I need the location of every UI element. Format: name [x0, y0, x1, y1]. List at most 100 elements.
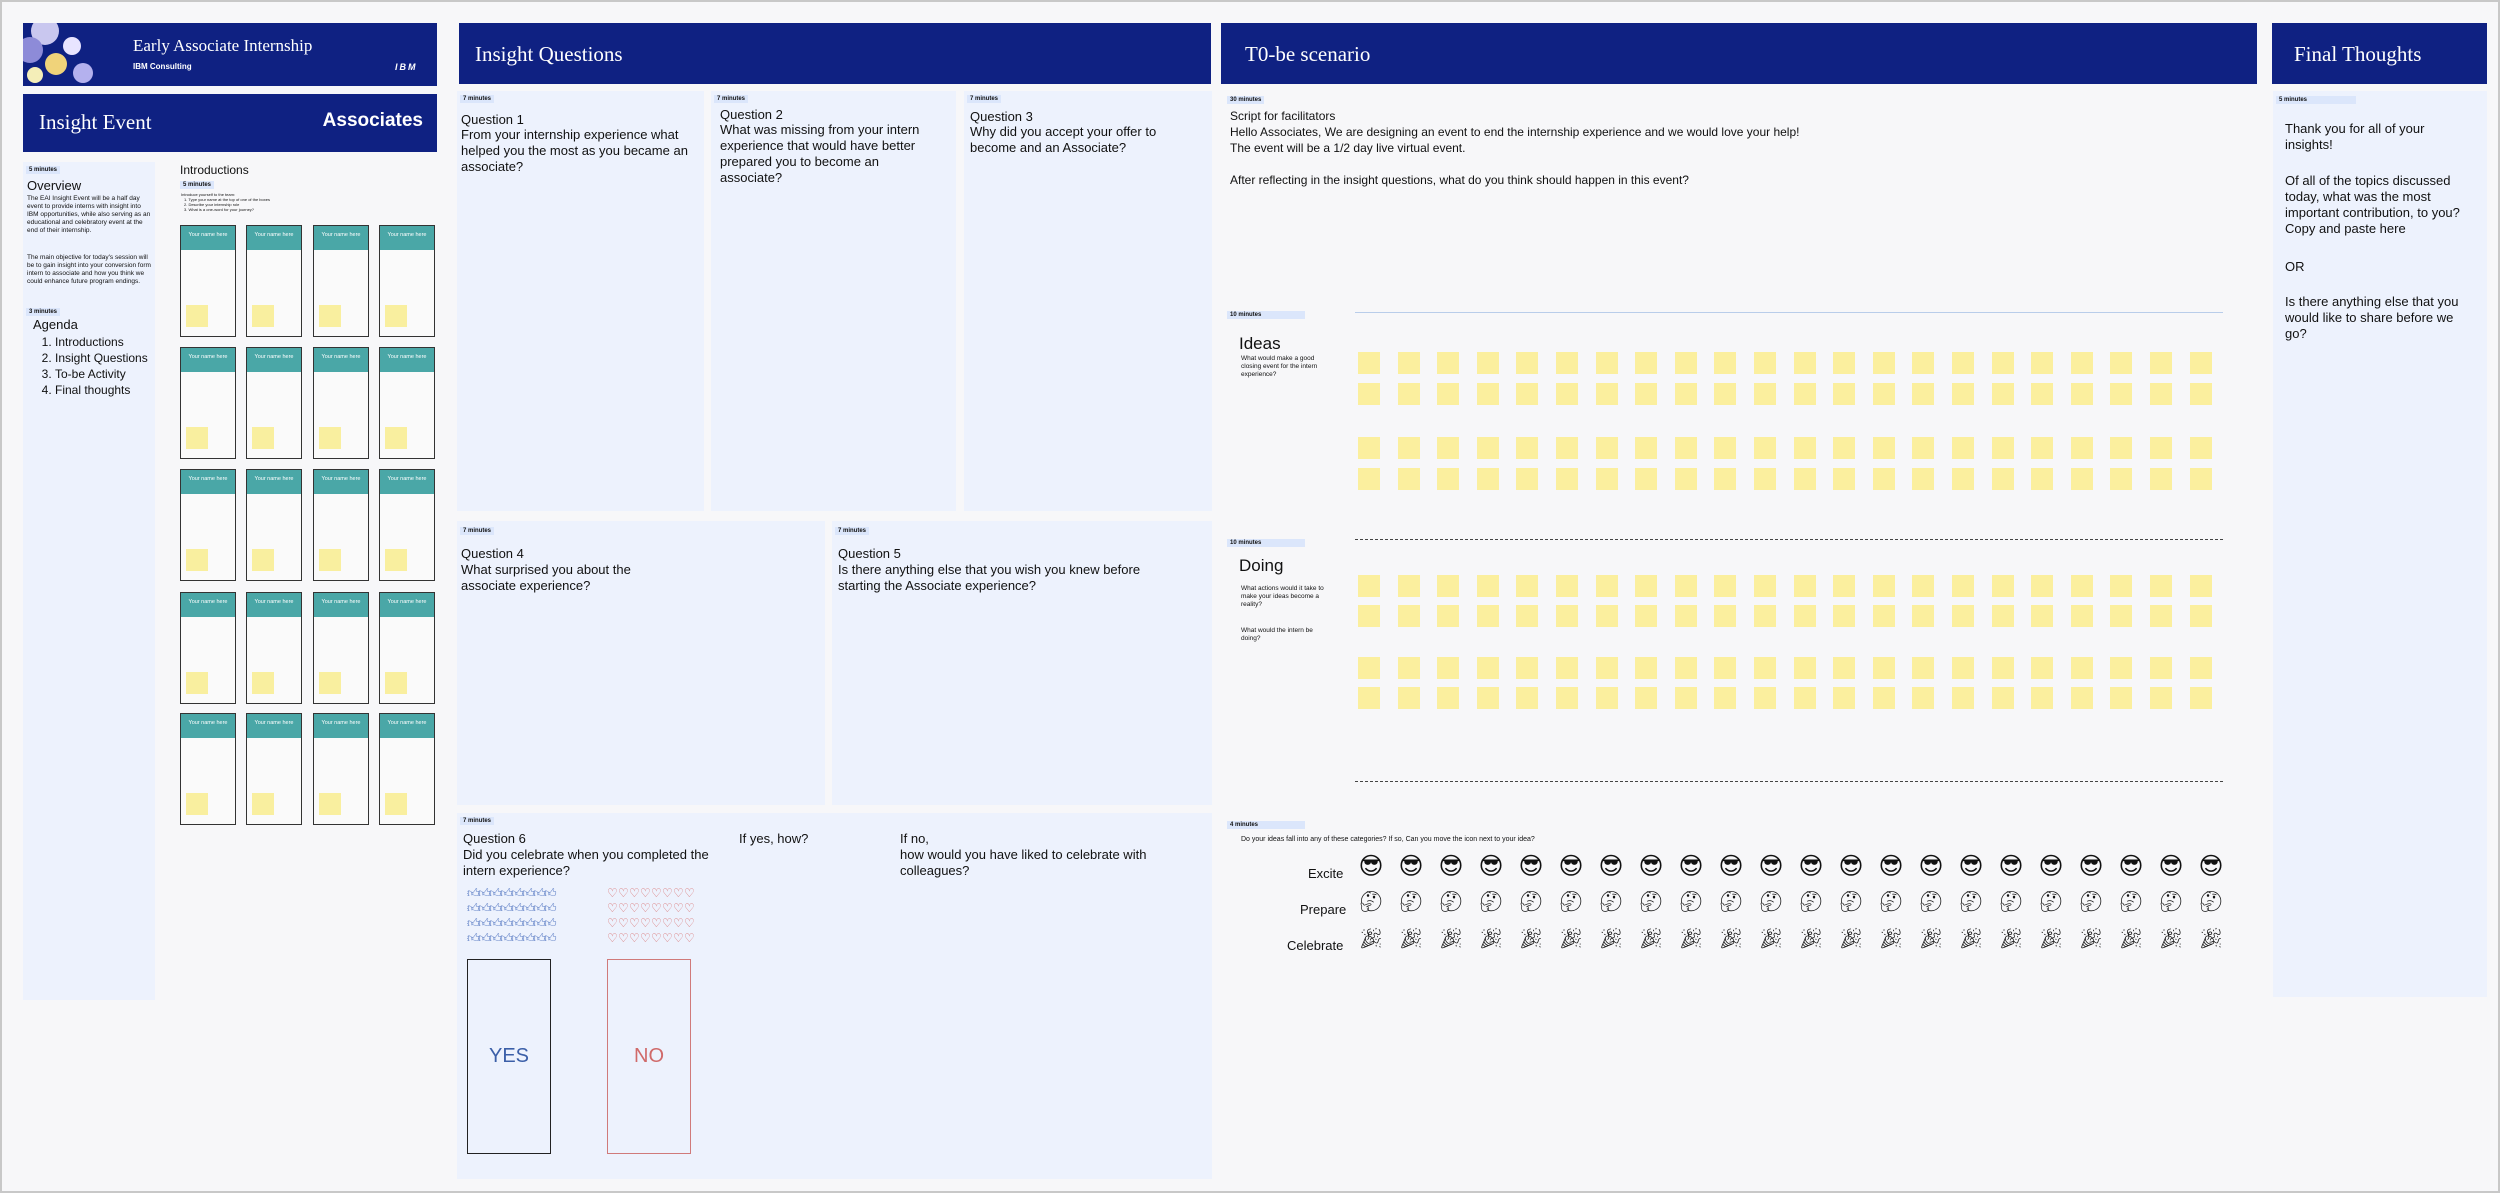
party-popper-icon[interactable]: 🎉︎ [1398, 928, 1424, 950]
sticky-note[interactable] [1754, 383, 1776, 405]
name-card[interactable]: Your name here [313, 713, 369, 825]
broken-heart-icon[interactable]: ♡ [673, 886, 684, 900]
sticky-note[interactable] [1635, 468, 1657, 490]
sticky-note[interactable] [1358, 687, 1380, 709]
thumbs-up-icon[interactable]: 👍︎ [511, 886, 524, 900]
thinking-head-icon[interactable]: 🤔︎ [1918, 891, 1944, 913]
sticky-note[interactable] [1516, 383, 1538, 405]
sticky-note[interactable] [1477, 352, 1499, 374]
sticky-note[interactable] [1912, 468, 1934, 490]
sticky-note[interactable] [385, 793, 407, 815]
sticky-note[interactable] [1675, 468, 1697, 490]
thinking-head-icon[interactable]: 🤔︎ [1798, 891, 1824, 913]
sticky-note[interactable] [2150, 657, 2172, 679]
thumbs-up-icon[interactable]: 👍︎ [522, 931, 535, 945]
sticky-note[interactable] [1992, 687, 2014, 709]
sticky-note[interactable] [1912, 437, 1934, 459]
sticky-note[interactable] [2071, 657, 2093, 679]
sticky-note[interactable] [1794, 605, 1816, 627]
sticky-note[interactable] [1675, 437, 1697, 459]
sticky-note[interactable] [385, 549, 407, 571]
grinning-sunglasses-icon[interactable]: 😎︎ [2198, 853, 2224, 880]
sticky-note[interactable] [1358, 605, 1380, 627]
sticky-note[interactable] [1596, 437, 1618, 459]
sticky-note[interactable] [1358, 575, 1380, 597]
sticky-note[interactable] [2150, 575, 2172, 597]
sticky-note[interactable] [1596, 605, 1618, 627]
sticky-note[interactable] [1833, 437, 1855, 459]
broken-heart-icon[interactable]: ♡ [640, 931, 651, 945]
sticky-note[interactable] [1635, 687, 1657, 709]
grinning-sunglasses-icon[interactable]: 😎︎ [1398, 853, 1424, 880]
thumbs-up-icon[interactable]: 👍︎ [511, 931, 524, 945]
grinning-sunglasses-icon[interactable]: 😎︎ [1918, 853, 1944, 880]
name-card[interactable]: Your name here [313, 225, 369, 337]
sticky-note[interactable] [1912, 605, 1934, 627]
sticky-note[interactable] [1437, 657, 1459, 679]
grinning-sunglasses-icon[interactable]: 😎︎ [1998, 853, 2024, 880]
sticky-note[interactable] [1794, 657, 1816, 679]
sticky-note[interactable] [1873, 468, 1895, 490]
sticky-note[interactable] [1516, 657, 1538, 679]
sticky-note[interactable] [1912, 687, 1934, 709]
sticky-note[interactable] [319, 549, 341, 571]
broken-heart-icon[interactable]: ♡ [651, 931, 662, 945]
sticky-note[interactable] [1437, 575, 1459, 597]
sticky-note[interactable] [1635, 657, 1657, 679]
sticky-note[interactable] [1992, 575, 2014, 597]
name-card-label[interactable]: Your name here [181, 593, 235, 617]
sticky-note[interactable] [1437, 383, 1459, 405]
sticky-note[interactable] [2031, 383, 2053, 405]
name-card-label[interactable]: Your name here [247, 226, 301, 250]
sticky-note[interactable] [1477, 468, 1499, 490]
sticky-note[interactable] [1596, 468, 1618, 490]
sticky-note[interactable] [1596, 687, 1618, 709]
grinning-sunglasses-icon[interactable]: 😎︎ [1718, 853, 1744, 880]
broken-heart-icon[interactable]: ♡ [673, 916, 684, 930]
name-card-label[interactable]: Your name here [380, 470, 434, 494]
name-card-label[interactable]: Your name here [181, 348, 235, 372]
sticky-note[interactable] [1952, 352, 1974, 374]
question-5-panel[interactable]: 7 minutes Question 5 Is there anything e… [832, 521, 1212, 805]
sticky-note[interactable] [2190, 468, 2212, 490]
sticky-note[interactable] [1992, 605, 2014, 627]
thumbs-up-icon[interactable]: 👍︎ [500, 916, 513, 930]
sticky-note[interactable] [1952, 657, 1974, 679]
sticky-note[interactable] [1873, 352, 1895, 374]
question-3-panel[interactable]: 7 minutes Question 3 Why did you accept … [964, 91, 1212, 511]
name-card-label[interactable]: Your name here [247, 593, 301, 617]
thumbs-up-icon[interactable]: 👍︎ [511, 916, 524, 930]
thinking-head-icon[interactable]: 🤔︎ [1718, 891, 1744, 913]
thumbs-up-icon[interactable]: 👍︎ [467, 886, 480, 900]
party-popper-icon[interactable]: 🎉︎ [2198, 928, 2224, 950]
party-popper-icon[interactable]: 🎉︎ [1638, 928, 1664, 950]
name-card[interactable]: Your name here [246, 469, 302, 581]
sticky-note[interactable] [385, 427, 407, 449]
party-popper-icon[interactable]: 🎉︎ [1758, 928, 1784, 950]
sticky-note[interactable] [1754, 437, 1776, 459]
sticky-note[interactable] [2110, 605, 2132, 627]
sticky-note[interactable] [1833, 352, 1855, 374]
grinning-sunglasses-icon[interactable]: 😎︎ [1758, 853, 1784, 880]
sticky-note[interactable] [1714, 687, 1736, 709]
name-card-label[interactable]: Your name here [247, 470, 301, 494]
name-card-label[interactable]: Your name here [314, 226, 368, 250]
sticky-note[interactable] [2190, 575, 2212, 597]
sticky-note[interactable] [1992, 383, 2014, 405]
party-popper-icon[interactable]: 🎉︎ [1358, 928, 1384, 950]
name-card[interactable]: Your name here [379, 347, 435, 459]
thinking-head-icon[interactable]: 🤔︎ [1678, 891, 1704, 913]
sticky-note[interactable] [2071, 383, 2093, 405]
thumbs-up-icon[interactable]: 👍︎ [500, 886, 513, 900]
sticky-note[interactable] [2110, 468, 2132, 490]
thinking-head-icon[interactable]: 🤔︎ [1878, 891, 1904, 913]
broken-heart-icon[interactable]: ♡ [629, 901, 640, 915]
thinking-head-icon[interactable]: 🤔︎ [1358, 891, 1384, 913]
party-popper-icon[interactable]: 🎉︎ [1598, 928, 1624, 950]
sticky-note[interactable] [1675, 352, 1697, 374]
broken-heart-icon[interactable]: ♡ [662, 901, 673, 915]
sticky-note[interactable] [1952, 605, 1974, 627]
broken-heart-icon[interactable]: ♡ [607, 931, 618, 945]
sticky-note[interactable] [252, 427, 274, 449]
sticky-note[interactable] [1635, 352, 1657, 374]
